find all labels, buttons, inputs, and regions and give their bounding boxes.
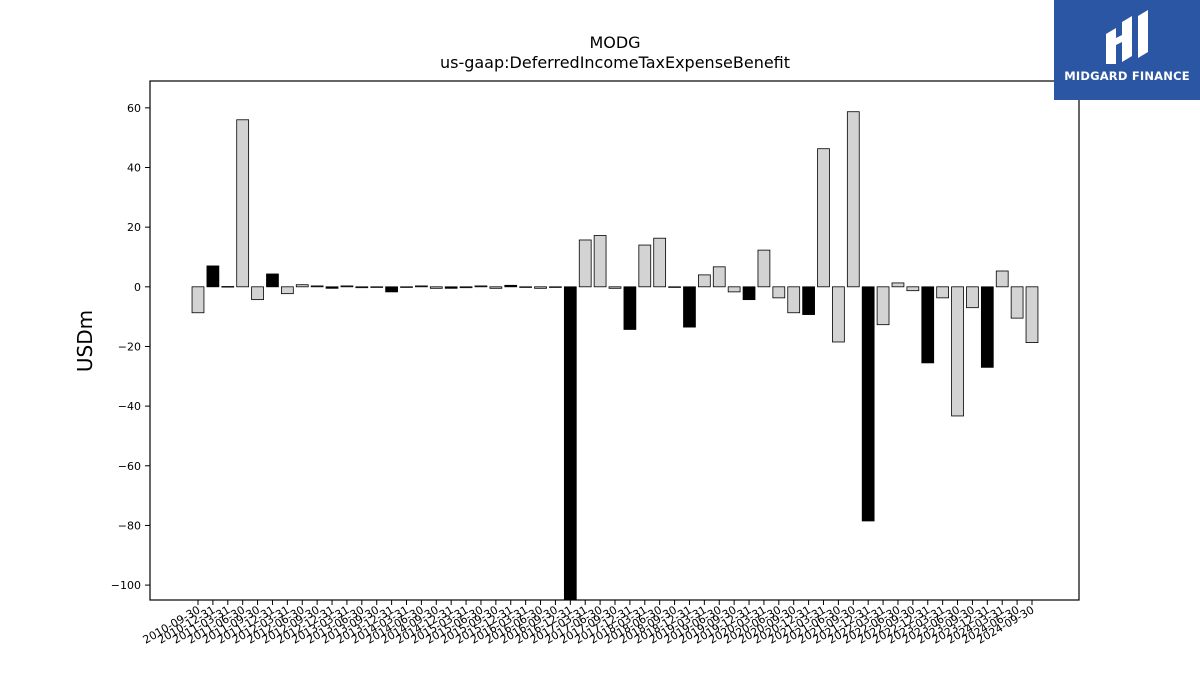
y-axis-label: USDm xyxy=(73,310,97,372)
bars-group xyxy=(191,111,1039,601)
midgard-logo-icon xyxy=(1106,10,1148,64)
bar-2017-12-31 xyxy=(623,286,637,330)
bar-2018-03-31 xyxy=(638,244,652,288)
bar-2014-06-30 xyxy=(415,285,428,288)
y-tick-label: 0 xyxy=(134,281,141,294)
bar-2024-03-31 xyxy=(995,270,1009,288)
bar-2019-03-31 xyxy=(698,274,711,288)
y-tick-label: −20 xyxy=(118,340,141,353)
bar-2017-03-31 xyxy=(578,239,592,288)
bar-2011-03-31 xyxy=(221,286,235,288)
bar-2020-09-30 xyxy=(787,286,801,314)
bar-2018-12-31 xyxy=(683,286,696,328)
y-tick-label: −80 xyxy=(118,519,141,532)
bar-2010-09-30 xyxy=(191,286,205,314)
bar-2012-03-31 xyxy=(280,286,294,295)
bar-2013-09-30 xyxy=(370,286,384,288)
bar-2023-12-31 xyxy=(980,286,994,368)
bar-2013-12-31 xyxy=(385,286,398,293)
bar-2020-12-31 xyxy=(802,286,815,315)
bar-2019-12-31 xyxy=(742,286,756,301)
bar-2015-12-31 xyxy=(504,284,518,288)
brand-name: MIDGARD FINANCE xyxy=(1064,69,1190,83)
bar-2011-12-31 xyxy=(266,273,279,288)
chart-subtitle: us-gaap:DeferredIncomeTaxExpenseBenefit xyxy=(440,53,790,72)
bar-2016-12-31 xyxy=(563,286,577,601)
bar-2019-09-30 xyxy=(727,286,741,293)
chart-title: MODG xyxy=(589,33,640,52)
y-tick-label: −100 xyxy=(111,579,141,592)
bar-2016-09-30 xyxy=(549,286,562,288)
y-axis-ticks: 60 40 20 0 −20 −40 −60 −80 −100 xyxy=(111,102,150,592)
bar-2022-12-31 xyxy=(921,286,935,364)
y-tick-label: 60 xyxy=(127,102,141,115)
y-tick-label: 40 xyxy=(127,162,141,175)
bar-2022-09-30 xyxy=(906,286,920,292)
bar-2022-03-31 xyxy=(876,286,890,326)
bar-2021-03-31 xyxy=(817,148,830,288)
plot-frame xyxy=(149,80,1080,601)
bar-2015-09-30 xyxy=(489,286,503,289)
bar-2015-03-31 xyxy=(459,286,473,289)
bar-2017-09-30 xyxy=(608,286,622,289)
bar-2020-03-31 xyxy=(757,249,771,288)
bar-2015-06-30 xyxy=(474,285,488,288)
bar-2023-06-30 xyxy=(951,286,964,417)
bar-2023-09-30 xyxy=(966,286,979,309)
bar-2013-06-30 xyxy=(355,286,369,289)
bar-2020-06-30 xyxy=(772,286,786,299)
bar-2012-12-31 xyxy=(325,286,339,289)
bar-2022-06-30 xyxy=(891,282,905,288)
bar-2021-09-30 xyxy=(846,111,860,288)
bar-2010-12-31 xyxy=(206,265,220,288)
bar-2016-06-30 xyxy=(534,286,547,289)
bar-2014-03-31 xyxy=(400,286,413,288)
bar-2012-09-30 xyxy=(310,285,324,288)
bar-2017-06-30 xyxy=(593,235,607,288)
bar-2021-06-30 xyxy=(832,286,845,343)
bar-2012-06-30 xyxy=(295,284,309,288)
bar-2014-09-30 xyxy=(429,286,443,289)
bar-2013-03-31 xyxy=(340,285,354,288)
x-axis-ticks: 2010-09-302010-12-312011-03-312011-06-30… xyxy=(141,600,1037,647)
bar-2024-06-30 xyxy=(1010,286,1024,319)
bar-2014-12-31 xyxy=(444,286,458,289)
bar-2011-09-30 xyxy=(251,286,264,301)
bar-2018-06-30 xyxy=(653,237,667,288)
bar-2016-03-31 xyxy=(519,286,533,288)
y-tick-label: −60 xyxy=(118,460,141,473)
y-tick-label: 20 xyxy=(127,221,141,234)
bar-2021-12-31 xyxy=(861,286,875,522)
bar-2019-06-30 xyxy=(712,266,726,288)
bar-2018-09-30 xyxy=(668,286,681,288)
bar-2011-06-30 xyxy=(236,119,250,288)
bar-2023-03-31 xyxy=(936,286,950,299)
y-tick-label: −40 xyxy=(118,400,141,413)
bar-2024-09-30 xyxy=(1025,286,1039,343)
brand-logo: MIDGARD FINANCE xyxy=(1054,0,1200,100)
